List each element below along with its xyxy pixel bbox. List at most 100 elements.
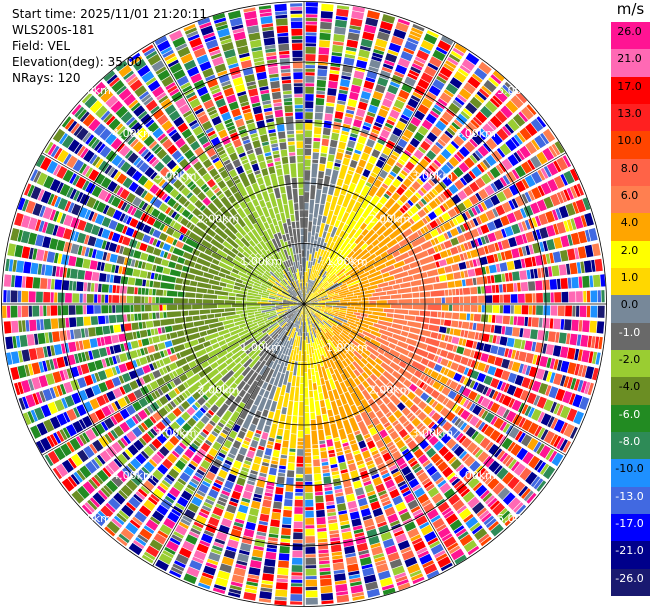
velocity-gate: [501, 326, 505, 334]
velocity-gate: [355, 307, 369, 310]
velocity-gate: [321, 407, 327, 414]
velocity-gate: [264, 559, 275, 567]
velocity-gate: [58, 306, 61, 316]
velocity-gate: [286, 477, 294, 484]
velocity-gate: [3, 290, 6, 302]
velocity-gate: [11, 306, 18, 318]
velocity-gate: [530, 329, 538, 339]
velocity-gate: [279, 466, 286, 470]
velocity-gate: [342, 439, 348, 444]
velocity-gate: [313, 218, 317, 225]
velocity-gate: [111, 335, 119, 344]
velocity-gate: [333, 562, 344, 570]
velocity-gate: [283, 430, 290, 441]
velocity-gate: [267, 163, 273, 167]
velocity-gate: [331, 133, 339, 141]
velocity-gate: [156, 297, 159, 303]
velocity-gate: [225, 308, 236, 312]
velocity-gate: [68, 256, 76, 267]
velocity-gate: [287, 401, 293, 415]
velocity-gate: [481, 286, 485, 293]
velocity-gate: [295, 489, 303, 492]
velocity-gate: [334, 163, 340, 167]
velocity-gate: [524, 257, 532, 267]
velocity-gate: [428, 325, 439, 332]
velocity-gate: [337, 503, 346, 511]
velocity-gate: [282, 440, 288, 447]
velocity-gate: [453, 255, 461, 263]
velocity-gate: [218, 304, 232, 308]
velocity-gate: [291, 587, 303, 594]
velocity-gate: [306, 22, 317, 25]
velocity-gate: [282, 517, 291, 524]
velocity-gate: [149, 289, 153, 295]
velocity-gate: [308, 221, 312, 232]
velocity-gate: [22, 246, 31, 258]
velocity-gate: [139, 243, 148, 252]
velocity-gate: [566, 264, 570, 275]
velocity-gate: [493, 295, 500, 303]
velocity-gate: [305, 72, 314, 75]
velocity-gate: [323, 469, 330, 473]
velocity-gate: [139, 357, 148, 366]
velocity-gate: [313, 459, 320, 466]
velocity-gate: [323, 473, 330, 477]
velocity-gate: [475, 268, 483, 276]
velocity-gate: [326, 436, 332, 440]
velocity-gate: [273, 207, 279, 215]
velocity-gate: [577, 335, 582, 346]
velocity-gate: [318, 430, 325, 441]
velocity-gate: [286, 485, 294, 492]
velocity-gate: [314, 127, 322, 134]
velocity-gate: [259, 598, 271, 603]
velocity-gate: [76, 282, 83, 292]
velocity-gate: [459, 262, 467, 270]
velocity-gate: [67, 268, 71, 278]
velocity-gate: [334, 27, 346, 35]
velocity-gate: [305, 94, 314, 101]
velocity-gate: [147, 255, 155, 263]
velocity-gate: [2, 306, 7, 318]
velocity-gate: [473, 323, 477, 330]
velocity-gate: [322, 139, 329, 147]
velocity-gate: [405, 315, 416, 321]
velocity-gate: [321, 600, 333, 604]
velocity-gate: [470, 314, 474, 321]
velocity-gate: [153, 352, 161, 360]
velocity-gate: [503, 295, 510, 303]
velocity-gate: [305, 138, 312, 145]
velocity-gate: [354, 71, 365, 80]
velocity-gate: [317, 80, 326, 87]
velocity-gate: [438, 312, 441, 318]
velocity-gate: [322, 462, 329, 466]
velocity-gate: [167, 305, 177, 311]
velocity-gate: [503, 316, 510, 325]
velocity-gate: [316, 94, 325, 98]
velocity-gate: [595, 259, 603, 272]
velocity-gate: [119, 353, 128, 362]
velocity-gate: [306, 598, 318, 605]
velocity-gate: [320, 157, 327, 164]
velocity-gate: [452, 264, 460, 272]
velocity-gate: [427, 305, 441, 311]
velocity-gate: [476, 277, 484, 285]
velocity-gate: [40, 278, 47, 289]
velocity-gate: [177, 330, 185, 337]
velocity-gate: [227, 284, 234, 289]
velocity-gate: [500, 262, 508, 271]
velocity-gate: [259, 439, 266, 447]
velocity-gate: [265, 492, 273, 496]
velocity-gate: [561, 319, 565, 330]
velocity-gate: [305, 123, 312, 130]
velocity-gate: [305, 210, 309, 217]
velocity-gate: [304, 362, 307, 372]
velocity-gate: [305, 435, 311, 449]
velocity-gate: [269, 534, 279, 538]
velocity-gate: [601, 290, 604, 302]
velocity-gate: [262, 573, 274, 581]
velocity-gate: [560, 347, 569, 359]
velocity-gate: [59, 267, 63, 277]
velocity-gate: [438, 334, 442, 340]
velocity-gate: [322, 466, 329, 470]
velocity-gate: [170, 254, 178, 261]
